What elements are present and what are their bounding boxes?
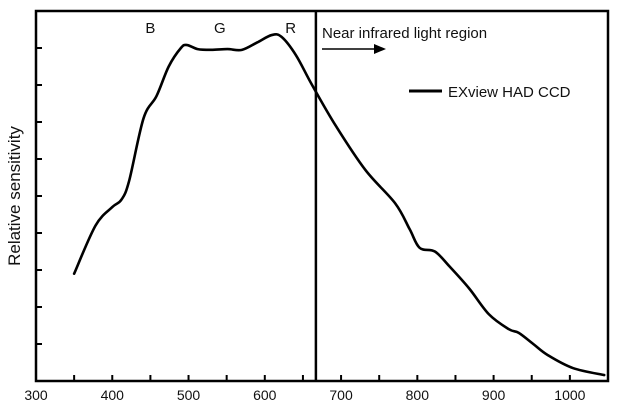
plot-frame bbox=[34, 9, 610, 383]
x-tick-label: 300 bbox=[24, 387, 48, 403]
band-label-r: R bbox=[285, 20, 296, 37]
legend-label: EXview HAD CCD bbox=[448, 84, 571, 101]
band-label-g: G bbox=[214, 20, 226, 37]
x-tick-label: 1000 bbox=[554, 387, 585, 403]
band-label-b: B bbox=[145, 20, 155, 37]
x-tick-label: 700 bbox=[329, 387, 353, 403]
x-tick-label: 800 bbox=[406, 387, 430, 403]
x-tick-label: 600 bbox=[253, 387, 277, 403]
x-tick-label: 900 bbox=[482, 387, 506, 403]
x-tick-label: 500 bbox=[177, 387, 201, 403]
near-infrared-arrow-head bbox=[374, 44, 386, 54]
series-line-exview-had-ccd bbox=[72, 33, 606, 377]
near-infrared-region-label: Near infrared light region bbox=[322, 25, 487, 42]
y-axis-label: Relative sensitivity bbox=[5, 126, 24, 266]
x-tick-label: 400 bbox=[101, 387, 125, 403]
